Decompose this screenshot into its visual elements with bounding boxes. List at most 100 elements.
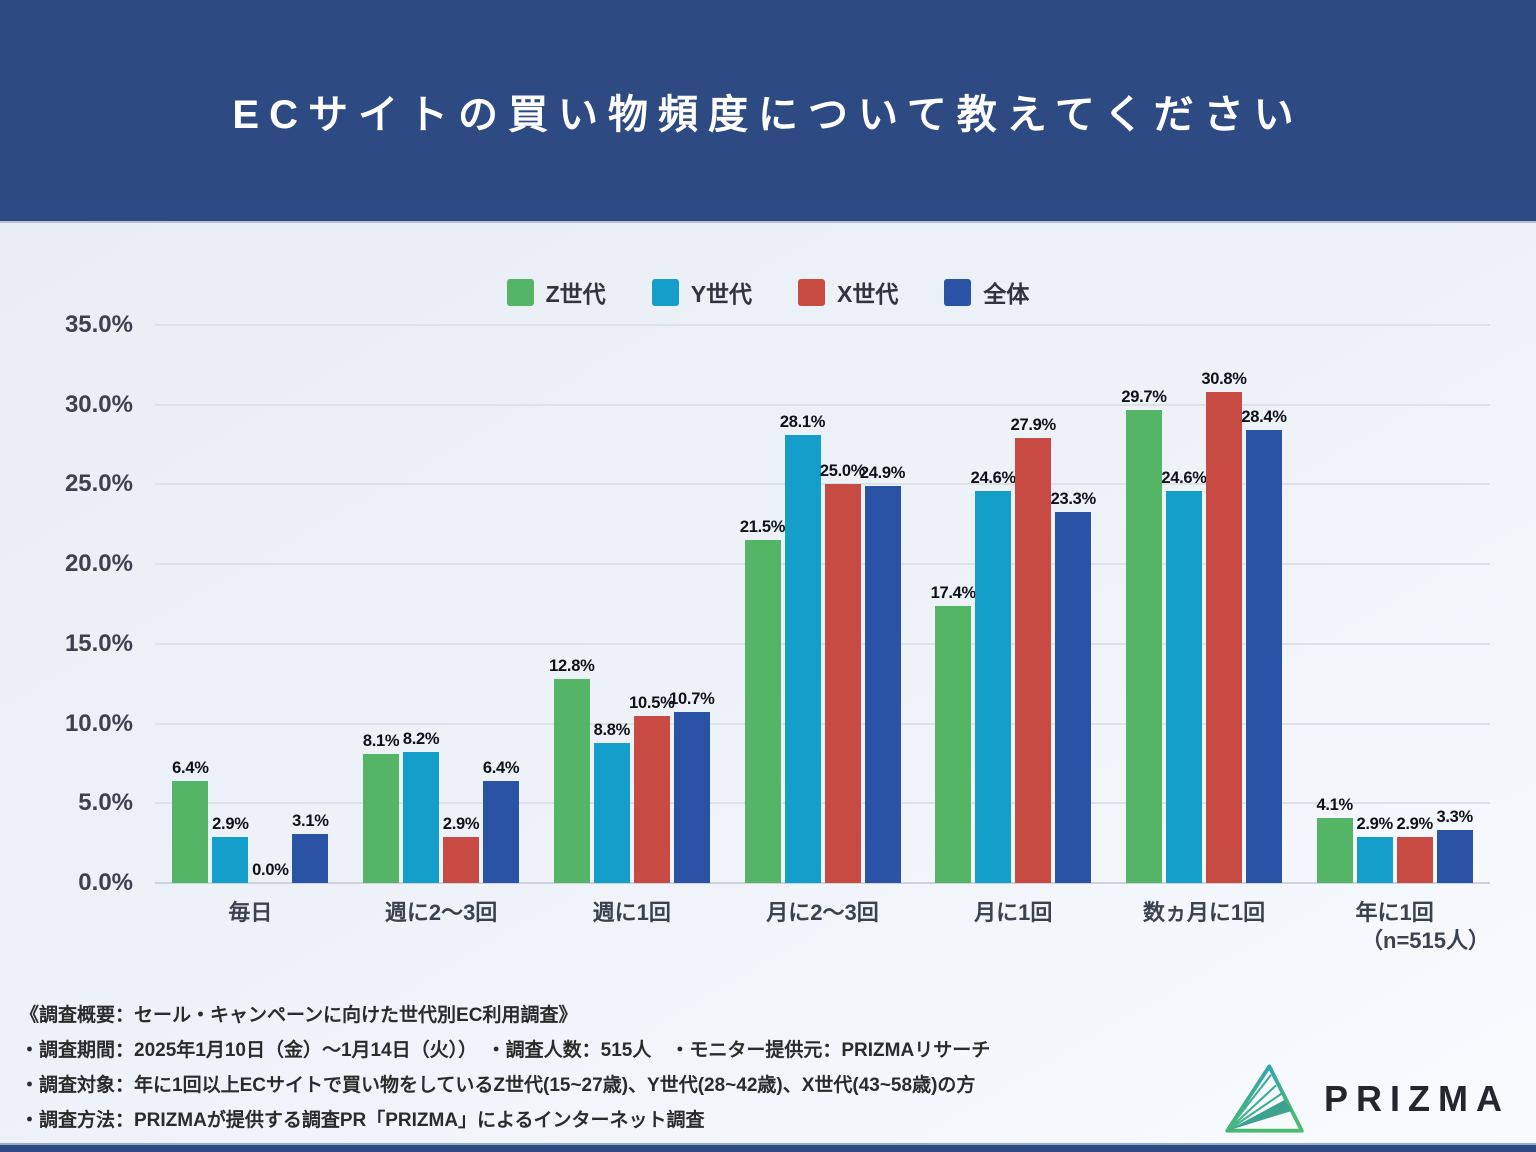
bar-column: 3.3% (1436, 325, 1473, 883)
bar-column: 12.8% (549, 325, 595, 883)
legend-item: 全体 (944, 275, 1029, 309)
bar-column: 29.7% (1121, 325, 1167, 883)
bar-group: 4.1% 2.9% 2.9% 3.3% (1299, 325, 1490, 883)
bar-group: 17.4% 24.6% 27.9% 23.3% (918, 325, 1109, 883)
bar-value-label: 6.4% (482, 758, 520, 777)
bar-value-label: 6.4% (172, 758, 209, 777)
x-category-label: 数ヵ月に1回 (1142, 900, 1266, 925)
bar-column: 6.4% (482, 325, 520, 883)
chart-legend: Z世代 Y世代 X世代 全体 (0, 275, 1536, 309)
x-category-label: 月に1回 (974, 900, 1053, 925)
bar-column: 28.4% (1241, 325, 1287, 883)
bar-column: 2.9% (1396, 325, 1433, 883)
x-category-label: 月に2〜3回 (766, 900, 879, 925)
bar-value-label: 12.8% (549, 656, 595, 675)
y-tick-label: 5.0% (78, 789, 133, 817)
legend-label: Y世代 (690, 281, 753, 307)
bar-全体 (864, 486, 901, 883)
bar-column: 4.1% (1316, 325, 1353, 883)
bar-value-label: 25.0% (819, 462, 866, 481)
prizma-logo-text: PRIZMA (1324, 1078, 1510, 1119)
gridline (155, 403, 1490, 406)
bar-全体 (483, 780, 520, 883)
bar-value-label: 24.6% (970, 468, 1017, 487)
chart-title: ECサイトの買い物頻度について教えてください (232, 92, 1304, 137)
bar-column: 23.3% (1051, 325, 1096, 883)
bar-value-label: 21.5% (739, 518, 786, 537)
bar-value-label: 24.9% (859, 464, 906, 483)
bar-X世代 (1205, 391, 1242, 883)
bar-Z世代 (1125, 409, 1162, 883)
y-tick-label: 20.0% (64, 550, 133, 578)
bar-column: 8.2% (402, 325, 440, 883)
bar-group: 21.5% 28.1% 25.0% 24.9% (727, 325, 918, 883)
legend-swatch (798, 278, 826, 306)
legend-swatch (651, 278, 679, 306)
bar-全体 (1436, 830, 1473, 883)
bar-Z世代 (744, 540, 781, 883)
bar-value-label: 28.4% (1241, 408, 1287, 427)
bar-value-label: 10.5% (629, 693, 675, 712)
bar-Y世代 (975, 490, 1012, 883)
bar-全体 (292, 833, 329, 883)
bar-column: 30.8% (1201, 325, 1247, 883)
bar-column: 10.7% (669, 325, 715, 883)
bar-Y世代 (212, 836, 249, 883)
bar-value-label: 2.9% (1396, 814, 1433, 833)
bar-column: 6.4% (172, 325, 209, 883)
y-tick-label: 30.0% (64, 390, 133, 418)
legend-swatch (944, 278, 972, 306)
bar-value-label: 4.1% (1316, 795, 1353, 814)
bar-Y世代 (1356, 836, 1393, 883)
gridline (155, 802, 1490, 805)
bar-X世代 (1396, 836, 1433, 883)
bar-column: 24.6% (1161, 325, 1207, 883)
bar-value-label: 3.3% (1436, 808, 1473, 827)
survey-note-line: ・調査期間：2025年1月10日（金）〜1月14日（火）） ・調査人数：515人… (20, 1040, 991, 1061)
gridline (155, 882, 1490, 884)
survey-note-line: 《調査概要：セール・キャンペーンに向けた世代別EC利用調査》 (20, 1005, 578, 1026)
bar-value-label: 2.9% (212, 814, 249, 833)
bar-column: 25.0% (820, 325, 865, 883)
bar-全体 (1245, 430, 1282, 883)
legend-item: Z世代 (506, 275, 606, 309)
bar-Y世代 (403, 752, 440, 883)
bar-column: 2.9% (1356, 325, 1393, 883)
bar-column: 8.8% (594, 325, 630, 883)
legend-label: 全体 (983, 281, 1030, 307)
gridline (155, 642, 1490, 645)
survey-notes: 《調査概要：セール・キャンペーンに向けた世代別EC利用調査》・調査期間：2025… (20, 998, 990, 1138)
legend-item: Y世代 (651, 275, 753, 309)
x-category-label: 毎日 (228, 900, 273, 925)
y-tick-label: 35.0% (64, 311, 133, 338)
bar-value-label: 28.1% (779, 413, 826, 432)
bar-column: 2.9% (212, 325, 249, 883)
gridline (155, 722, 1490, 725)
plot-area: 6.4% 2.9% 0.0% 3.1% 8.1% 8.2% 2.9% 6.4% 12.8% 8.8… (155, 324, 1490, 884)
legend-swatch (506, 278, 534, 306)
y-axis: 0.0% 5.0% 10.0% 15.0% 20.0% 25.0% 30.0% 35.0% (0, 311, 143, 896)
x-axis: 毎日 週に2〜3回 週に1回 月に2〜3回 月に1回 数ヵ月に1回 年に1回 (155, 895, 1490, 927)
gridline (155, 563, 1490, 566)
y-tick-label: 10.0% (64, 709, 133, 737)
bar-column: 10.5% (629, 325, 675, 883)
bar-value-label: 2.9% (1356, 814, 1393, 833)
bar-X世代 (443, 836, 480, 883)
survey-note-line: ・調査対象：年に1回以上ECサイトで買い物をしているZ世代(15~27歳)、Y世… (20, 1075, 976, 1096)
bar-value-label: 8.2% (402, 730, 440, 749)
bar-groups: 6.4% 2.9% 0.0% 3.1% 8.1% 8.2% 2.9% 6.4% 12.8% 8.8… (155, 325, 1490, 883)
bar-column: 3.1% (292, 325, 329, 883)
bar-column: 27.9% (1011, 325, 1056, 883)
bar-X世代 (633, 715, 670, 883)
bar-Z世代 (363, 753, 400, 883)
bar-Z世代 (553, 678, 590, 883)
bar-column: 24.9% (860, 325, 905, 883)
gridline (155, 324, 1490, 326)
bar-value-label: 3.1% (292, 811, 329, 830)
bar-Z世代 (935, 605, 972, 883)
bar-column: 2.9% (443, 325, 480, 883)
prizma-triangle-icon (1225, 1064, 1304, 1133)
title-banner: ECサイトの買い物頻度について教えてください (0, 0, 1536, 223)
bar-column: 8.1% (363, 325, 400, 883)
